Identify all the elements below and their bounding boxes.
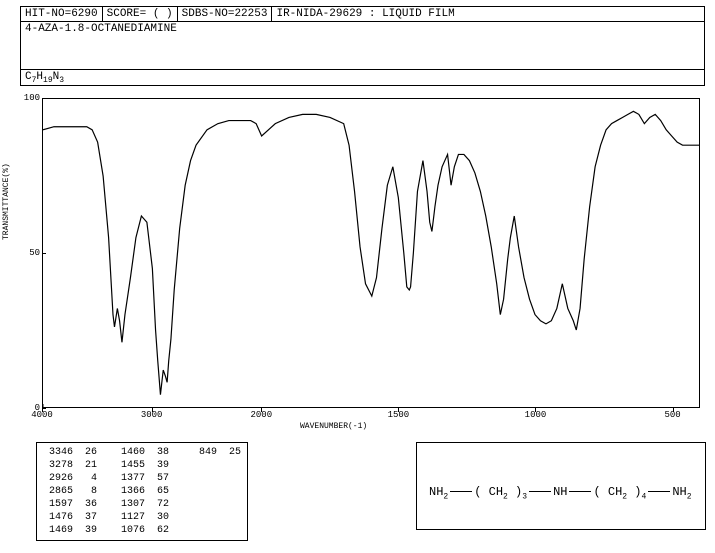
ir-info-cell: IR-NIDA-29629 : LIQUID FILM <box>272 7 704 21</box>
spectrum-chart <box>42 98 700 408</box>
structure-box: NH2( CH2 )3NH( CH2 )4NH2 <box>416 442 706 530</box>
sdbs-no-cell: SDBS-NO=22253 <box>178 7 273 21</box>
peak-table: 3346 26 1460 38 849 25 3278 21 1455 39 2… <box>36 442 248 541</box>
compound-name-row: 4-AZA-1.8-OCTANEDIAMINE <box>20 22 705 70</box>
compound-name: 4-AZA-1.8-OCTANEDIAMINE <box>25 23 177 35</box>
y-axis-label: TRANSMITTANCE(%) <box>2 163 11 240</box>
header-bar: HIT-NO=6290 SCORE= ( ) SDBS-NO=22253 IR-… <box>20 6 705 22</box>
y-tick-label: 50 <box>22 248 40 258</box>
spectrum-line <box>43 99 699 407</box>
structure-formula: NH2( CH2 )3NH( CH2 )4NH2 <box>429 485 692 501</box>
formula-row: C7H19N3 <box>20 70 705 86</box>
score-cell: SCORE= ( ) <box>103 7 178 21</box>
x-axis-label: WAVENUMBER(-1) <box>300 422 367 431</box>
molecular-formula: C7H19N3 <box>25 71 64 83</box>
hit-no-cell: HIT-NO=6290 <box>21 7 103 21</box>
y-tick-label: 100 <box>22 93 40 103</box>
